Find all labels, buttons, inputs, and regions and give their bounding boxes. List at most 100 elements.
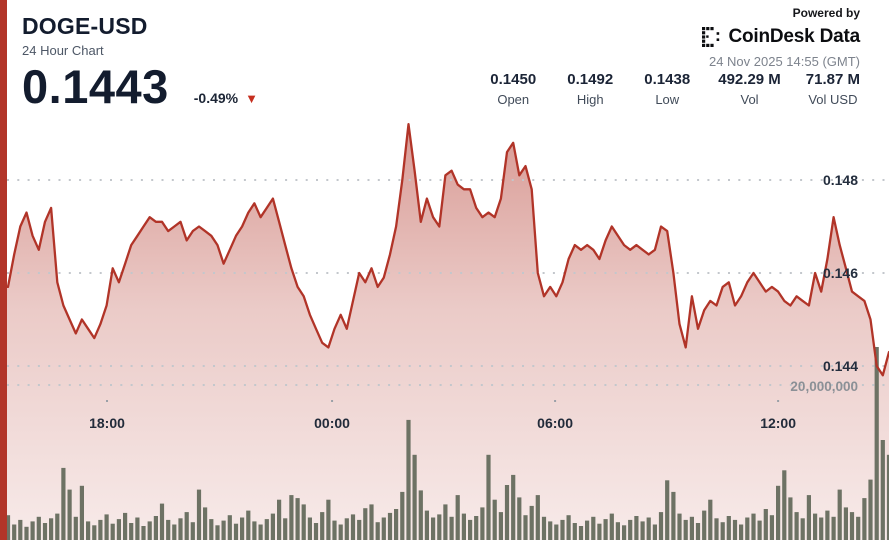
volume-bar (831, 516, 836, 540)
volume-bar (523, 515, 528, 540)
volume-bar (862, 498, 867, 540)
price-line-layer (5, 123, 889, 377)
price-tick-label: 0.144 (823, 358, 858, 374)
volume-bar (794, 512, 799, 540)
time-tick-label: 12:00 (760, 415, 796, 431)
volume-bar (18, 519, 23, 540)
volume-bar (350, 514, 356, 540)
volume-bar (42, 523, 48, 540)
volume-bar (726, 516, 731, 540)
time-tick-dot (554, 400, 557, 402)
volume-bar (813, 513, 818, 540)
volume-bar (874, 347, 879, 540)
volume-bar (443, 504, 448, 540)
volume-bar (609, 513, 614, 540)
axis-labels-layer: 0.148 0.146 0.144 20,000,000 18:00 00:00 06:00… (89, 172, 858, 431)
volume-bar (209, 519, 214, 540)
volume-bar (763, 509, 768, 540)
volume-bar (492, 499, 497, 540)
volume-bar (178, 518, 183, 540)
volume-bar (671, 491, 676, 540)
volume-bar (652, 524, 657, 540)
volume-bar (135, 517, 140, 540)
volume-bar (548, 521, 553, 540)
volume-bar (541, 516, 547, 540)
volume-bar (92, 525, 97, 540)
coindesk-data-link[interactable]: CoinDesk Data (701, 26, 861, 48)
time-tick-label: 06:00 (537, 415, 573, 431)
volume-bar (344, 518, 349, 540)
volume-bar (474, 516, 479, 540)
volume-bar (387, 512, 393, 540)
volume-bar (757, 520, 762, 540)
volume-bar (480, 507, 485, 540)
volume-bar (732, 519, 738, 540)
volume-bar (159, 503, 165, 540)
volume-bar (868, 479, 873, 540)
volume-bar (123, 512, 128, 540)
volume-bar (634, 516, 639, 540)
volume-bar (819, 517, 824, 540)
volume-bar (153, 516, 158, 540)
volume-bar (449, 516, 454, 540)
volume-bar (498, 512, 503, 540)
volume-bar (566, 515, 571, 540)
volume-bar (628, 519, 633, 540)
volume-bar (825, 510, 830, 540)
volume-bar (886, 454, 889, 540)
volume-bar (431, 517, 436, 540)
volume-bar (357, 519, 362, 540)
volume-bar (400, 491, 405, 540)
time-tick-label: 00:00 (314, 415, 350, 431)
volume-bar (184, 512, 189, 540)
volume-bar (73, 516, 78, 540)
volume-bar (745, 517, 750, 540)
volume-bar (689, 516, 694, 540)
volume-bar (665, 480, 670, 540)
volume-bar (5, 515, 11, 540)
volume-bar (708, 499, 713, 540)
coindesk-brand-text: CoinDesk Data (728, 26, 861, 47)
volume-bar (640, 521, 645, 540)
volume-bar (504, 485, 510, 540)
volume-bar (468, 519, 473, 540)
price-line (5, 123, 889, 377)
volume-bar (313, 523, 319, 540)
volume-bar (578, 526, 584, 540)
volume-bar (788, 497, 793, 540)
volume-bar (338, 524, 343, 540)
volume-bar (597, 523, 602, 540)
volume-bar (30, 521, 35, 540)
volume-bar (55, 513, 60, 540)
time-tick-dot (106, 400, 109, 402)
volume-bar (252, 521, 257, 540)
volume-bar (455, 495, 460, 540)
volume-bar (406, 419, 411, 540)
volume-bar (67, 489, 72, 540)
volume-bar (837, 489, 842, 540)
volume-bar (880, 440, 885, 540)
volume-bar (129, 523, 134, 540)
volume-tick-label: 20,000,000 (790, 379, 858, 394)
volume-bar (24, 526, 29, 540)
price-tick-label: 0.148 (823, 172, 858, 188)
volume-bar (572, 523, 577, 540)
coindesk-logo-icon (701, 27, 719, 47)
volume-bar (806, 495, 811, 540)
volume-bar (246, 510, 251, 540)
volume-bar (695, 523, 701, 540)
volume-bar (658, 512, 664, 540)
volume-bar (720, 522, 725, 540)
volume-bar (585, 520, 590, 540)
volume-bar (301, 504, 306, 540)
volume-bar (215, 525, 220, 540)
volume-bar (283, 518, 288, 540)
volume-bar (381, 517, 386, 540)
volume-bar (375, 522, 380, 540)
price-tick-label: 0.146 (823, 265, 858, 281)
volume-bar (622, 525, 627, 540)
volume-bar (104, 514, 109, 540)
time-tick-dot (331, 400, 334, 402)
volume-bar (110, 523, 115, 540)
